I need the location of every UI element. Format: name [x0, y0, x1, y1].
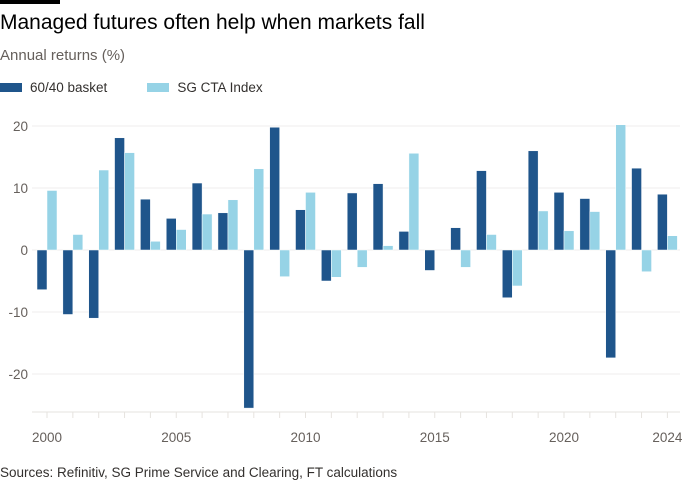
x-tick-label: 2015 — [420, 430, 450, 445]
source-note: Sources: Refinitiv, SG Prime Service and… — [0, 465, 398, 480]
x-tick-label: 2000 — [32, 430, 62, 445]
bar-series2-2019 — [537, 210, 549, 251]
bar-series1-2000 — [36, 249, 48, 290]
brand-bar — [0, 0, 60, 4]
x-tick-label: 2020 — [549, 430, 579, 445]
legend-item-series2: SG CTA Index — [147, 80, 263, 95]
bar-series2-2014 — [408, 153, 420, 251]
x-tick-label: 2024 — [652, 430, 683, 445]
bar-series2-2023 — [641, 249, 652, 272]
y-tick-label: 0 — [20, 243, 28, 258]
bar-series1-2008 — [243, 249, 255, 409]
bar-series2-2013 — [382, 245, 394, 251]
bar-series2-2007 — [227, 199, 239, 251]
bar-series1-2009 — [269, 126, 280, 251]
bar-series2-2006 — [201, 213, 213, 251]
bar-series2-2024 — [667, 235, 678, 251]
bar-series2-2012 — [356, 249, 368, 268]
bar-series1-2019 — [527, 150, 539, 251]
bar-series1-2002 — [88, 249, 99, 319]
x-tick-label: 2010 — [290, 430, 320, 445]
y-tick-label: -10 — [8, 305, 28, 320]
bar-series2-2021 — [589, 211, 601, 251]
bar-series2-2002 — [98, 169, 109, 251]
chart-subtitle: Annual returns (%) — [0, 47, 126, 64]
bar-series1-2013 — [372, 183, 384, 251]
bar-series1-2004 — [140, 198, 151, 251]
bar-series1-2022 — [605, 249, 616, 359]
bar-series2-2022 — [615, 124, 626, 251]
bar-series2-2004 — [150, 241, 161, 251]
bar-series1-2001 — [62, 249, 74, 315]
y-tick-label: 10 — [13, 181, 28, 196]
bar-series2-2001 — [72, 234, 84, 251]
legend-swatch — [147, 83, 170, 92]
bar-series1-2006 — [191, 182, 203, 251]
bar-series1-2020 — [553, 192, 565, 251]
bar-series2-2008 — [253, 168, 265, 251]
bar-series1-2007 — [217, 212, 229, 251]
bar-series1-2014 — [398, 231, 410, 251]
bar-series2-2010 — [305, 192, 316, 251]
bar-series2-2020 — [563, 230, 575, 251]
bar-series2-2000 — [46, 190, 58, 251]
y-tick-label: -20 — [8, 367, 28, 382]
legend-swatch — [0, 83, 22, 92]
bar-series1-2016 — [450, 227, 461, 251]
bar-series1-2012 — [346, 192, 358, 251]
bar-series2-2011 — [331, 249, 342, 278]
legend-label: SG CTA Index — [177, 80, 263, 95]
bar-series1-2024 — [657, 193, 668, 251]
x-tick-label: 2005 — [161, 430, 191, 445]
bar-series1-2021 — [579, 198, 591, 251]
bar-series2-2003 — [124, 152, 135, 251]
legend-item-series1: 60/40 basket — [0, 80, 107, 95]
bar-series2-2018 — [512, 249, 523, 287]
bar-series1-2015 — [424, 249, 435, 271]
legend-label: 60/40 basket — [30, 80, 108, 95]
bar-series2-2009 — [279, 249, 290, 277]
bar-series1-2018 — [502, 249, 513, 298]
legend: 60/40 basket SG CTA Index — [0, 80, 303, 95]
bar-series2-2017 — [486, 234, 497, 251]
bar-series1-2003 — [114, 137, 125, 251]
y-tick-label: 20 — [13, 119, 28, 134]
bar-series1-2017 — [476, 170, 487, 251]
bar-series2-2016 — [460, 249, 471, 268]
bar-series1-2011 — [321, 249, 332, 282]
bar-series1-2023 — [631, 167, 642, 251]
bar-series2-2005 — [176, 229, 187, 251]
bar-series1-2005 — [166, 218, 177, 251]
chart-title: Managed futures often help when markets … — [0, 11, 425, 34]
bar-series1-2010 — [295, 209, 306, 251]
